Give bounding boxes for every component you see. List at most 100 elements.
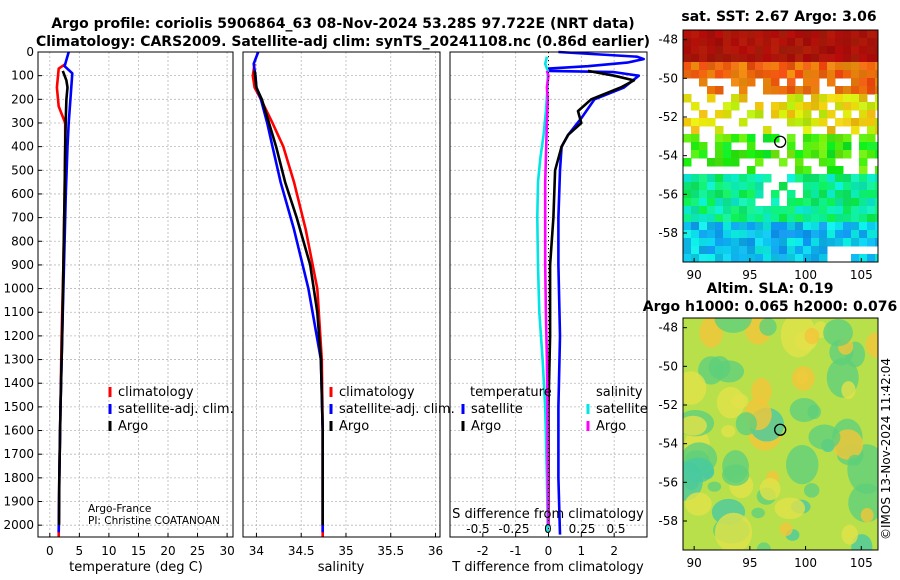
temperature-xtick-label: 25 [190, 544, 205, 558]
sst-cell [819, 190, 828, 199]
sst-cell [723, 254, 732, 262]
sst-cell [731, 158, 740, 167]
sst-cell [691, 222, 700, 231]
sst-cell [811, 214, 820, 223]
sla-blob [860, 507, 874, 523]
salinity-diff-tick-label: 0.5 [606, 522, 625, 536]
sst-cell [867, 118, 876, 127]
sst-cell [795, 230, 804, 239]
sst-cell [795, 46, 804, 55]
sst-cell [843, 102, 852, 111]
sst-cell [723, 54, 732, 63]
sst-cell [811, 206, 820, 215]
sst-cell [795, 70, 804, 79]
sst-cell [811, 78, 820, 87]
depth-ytick-label: 700 [11, 211, 34, 225]
sst-cell [755, 158, 764, 167]
sst-cell [739, 134, 748, 143]
sst-cell [691, 142, 700, 151]
sst-cell [875, 238, 878, 247]
sst-cell [835, 46, 844, 55]
sst-cell [699, 78, 708, 87]
sst-map-ytick-label: -56 [658, 187, 678, 201]
sst-cell [827, 62, 836, 71]
sst-cell [763, 222, 772, 231]
sst-cell [875, 78, 878, 87]
sst-cell [795, 86, 804, 95]
sst-cell [683, 214, 692, 223]
sst-cell [843, 174, 852, 183]
sst-cell [835, 230, 844, 239]
sst-cell [835, 206, 844, 215]
sst-cell [795, 38, 804, 47]
sst-cell [811, 150, 820, 159]
depth-ytick-label: 1700 [3, 447, 34, 461]
sst-cell [771, 78, 780, 87]
sst-cell [851, 46, 860, 55]
sst-cell [859, 142, 868, 151]
sla-blob [683, 415, 707, 436]
sst-cell [747, 182, 756, 191]
sst-cell [707, 238, 716, 247]
sst-cell [787, 110, 796, 119]
sst-cell [867, 70, 876, 79]
sst-map-xtick-label: 90 [687, 268, 702, 282]
sst-cell [787, 38, 796, 47]
sst-cell [715, 246, 724, 255]
sst-cell [707, 222, 716, 231]
sst-cell [683, 70, 692, 79]
sst-cell [739, 54, 748, 63]
sst-cell [851, 198, 860, 207]
sst-cell [835, 182, 844, 191]
sst-cell [715, 206, 724, 215]
sst-cell [723, 110, 732, 119]
sst-cell [715, 182, 724, 191]
sst-cell [827, 142, 836, 151]
sst-cell [731, 214, 740, 223]
sst-cell [707, 158, 716, 167]
sla-blob [759, 478, 781, 501]
sst-cell [691, 54, 700, 63]
sst-cell [771, 246, 780, 255]
sst-cell [755, 254, 764, 262]
sst-cell [843, 206, 852, 215]
sst-cell [787, 86, 796, 95]
sst-cell [747, 198, 756, 207]
sst-cell [683, 38, 692, 47]
sst-cell [851, 230, 860, 239]
sst-cell [787, 230, 796, 239]
temperature-xlabel: temperature (deg C) [69, 560, 203, 575]
sst-cell [731, 70, 740, 79]
sst-cell [731, 54, 740, 63]
sst-cell [779, 110, 788, 119]
sst-cell [731, 198, 740, 207]
sst-cell [787, 118, 796, 127]
sst-cell [739, 38, 748, 47]
sla-map-xtick-label: 105 [850, 556, 873, 570]
sst-cell [835, 166, 844, 175]
sst-cell [691, 38, 700, 47]
sst-cell [771, 190, 780, 199]
sst-cell [875, 46, 878, 55]
sst-cell [795, 206, 804, 215]
sst-cell [723, 190, 732, 199]
sla-map-xtick-label: 95 [742, 556, 757, 570]
sla-map-subtitle: Argo h1000: 0.065 h2000: 0.076 [643, 299, 898, 315]
sst-cell [683, 94, 692, 103]
sst-cell [723, 46, 732, 55]
sst-cell [835, 174, 844, 183]
sla-blob [735, 412, 757, 436]
sst-cell [715, 38, 724, 47]
sst-cell [867, 62, 876, 71]
sst-cell [779, 230, 788, 239]
sst-cell [739, 182, 748, 191]
sst-cell [851, 182, 860, 191]
sst-cell [827, 190, 836, 199]
sst-cell [787, 134, 796, 143]
sst-cell [683, 254, 692, 262]
sla-blob [786, 444, 819, 485]
sla-blob [774, 497, 806, 520]
sst-cell [739, 118, 748, 127]
difference-series-t-argo [547, 69, 636, 526]
sst-cell [875, 102, 878, 111]
